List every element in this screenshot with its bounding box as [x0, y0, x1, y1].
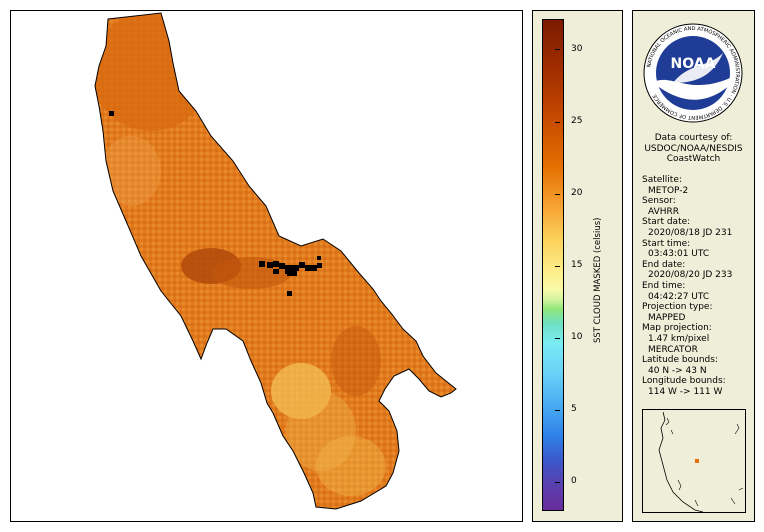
latitude-bounds-label: Latitude bounds: — [642, 355, 718, 366]
data-courtesy: Data courtesy of: USDOC/NOAA/NESDIS Coas… — [633, 133, 754, 165]
tick-mark — [555, 482, 560, 483]
colorbar-panel: 30 25 20 15 10 5 0 SST CLOUD MASKED (cel… — [532, 10, 623, 522]
tick-label: 25 — [571, 116, 583, 126]
latitude-bounds-value: 40 N -> 43 N — [648, 365, 707, 376]
colorbar-gradient — [542, 19, 564, 511]
colorbar-title: SST CLOUD MASKED (celsius) — [593, 217, 603, 343]
longitude-bounds-value: 114 W -> 111 W — [648, 386, 723, 397]
end-date-value: 2020/08/20 JD 233 — [648, 270, 733, 281]
courtesy-line: Data courtesy of: — [654, 133, 733, 143]
tick-mark — [555, 338, 560, 339]
courtesy-line: CoastWatch — [666, 154, 721, 164]
end-time-value: 04:42:27 UTC — [648, 291, 710, 302]
tick-label: 0 — [571, 476, 577, 486]
tick-mark — [555, 410, 560, 411]
tick-label: 30 — [571, 44, 583, 54]
satellite-label: Satellite: — [642, 175, 682, 185]
tick-mark — [555, 266, 560, 267]
metadata-panel: NOAA NATIONAL OCEANIC AND ATMOSPHERIC AD… — [632, 10, 755, 522]
tick-label: 5 — [571, 404, 577, 414]
longitude-bounds-label: Longitude bounds: — [642, 376, 726, 387]
colorbar — [542, 19, 564, 511]
sensor-label: Sensor: — [642, 196, 676, 207]
locator-inset-map — [642, 409, 746, 513]
region-marker — [695, 459, 699, 463]
courtesy-line: USDOC/NOAA/NESDIS — [644, 143, 743, 154]
start-date-label: Start date: — [642, 217, 691, 228]
satellite-value: METOP-2 — [648, 185, 689, 196]
start-date-value: 2020/08/18 JD 231 — [648, 227, 733, 238]
start-time-label: Start time: — [642, 238, 691, 249]
map-projection-value: 1.47 km/pixel — [648, 333, 710, 344]
start-time-value: 03:43:01 UTC — [648, 249, 710, 260]
cloud-mask-pixels — [109, 111, 322, 296]
end-date-label: End date: — [642, 259, 686, 270]
end-time-label: End time: — [642, 280, 686, 291]
projection-type-label: Projection type: — [642, 302, 713, 313]
tick-mark — [555, 49, 560, 50]
map-projection-label: Map projection: — [642, 323, 712, 334]
noaa-logo-text: NOAA — [671, 56, 716, 72]
image-metadata: Satellite: METOP-2 Sensor: AVHRR Start d… — [642, 175, 732, 397]
sensor-value: AVHRR — [648, 206, 680, 217]
projection-type-value: MAPPED — [648, 312, 686, 323]
tick-label: 15 — [571, 260, 583, 270]
tick-mark — [555, 122, 560, 123]
tick-label: 20 — [571, 188, 583, 198]
map-projection-value: MERCATOR — [648, 344, 698, 355]
sst-map — [94, 12, 457, 510]
noaa-logo: NOAA NATIONAL OCEANIC AND ATMOSPHERIC AD… — [643, 23, 743, 123]
locator-map — [658, 411, 744, 513]
sst-map-panel — [10, 10, 523, 522]
lake-sst-field — [95, 13, 456, 509]
tick-mark — [555, 194, 560, 195]
tick-label: 10 — [571, 332, 583, 342]
